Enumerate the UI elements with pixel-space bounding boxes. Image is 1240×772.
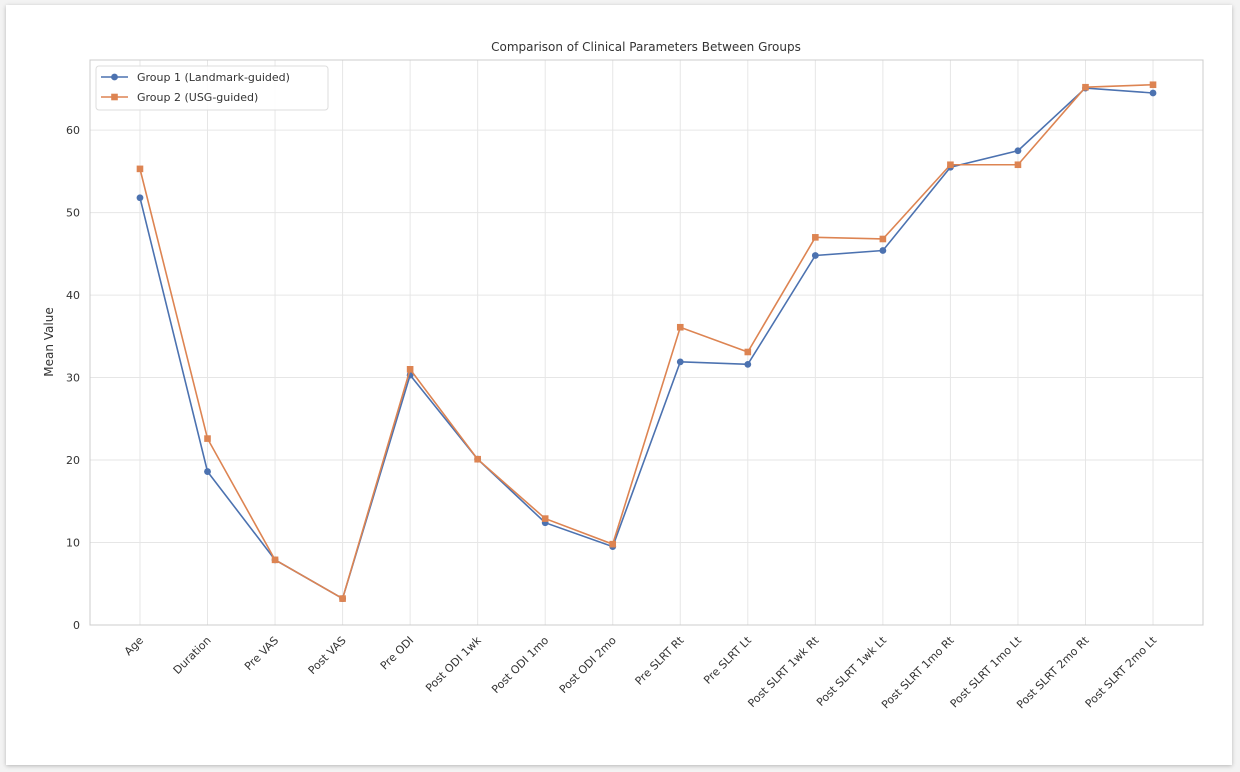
data-point bbox=[136, 194, 144, 202]
data-point bbox=[339, 595, 346, 602]
chart-card bbox=[6, 5, 1232, 765]
data-point bbox=[812, 234, 819, 241]
x-tick-label: Post ODI 1wk bbox=[423, 633, 484, 694]
y-tick-label: 50 bbox=[66, 207, 80, 220]
y-axis-label: Mean Value bbox=[42, 307, 56, 376]
data-point bbox=[1082, 83, 1089, 91]
plot-frame bbox=[89, 59, 1204, 626]
data-point bbox=[744, 348, 752, 356]
data-point bbox=[271, 556, 279, 564]
x-tick-label: Age bbox=[122, 634, 146, 658]
data-point bbox=[676, 358, 684, 366]
legend-marker bbox=[111, 73, 118, 81]
y-tick-label: 0 bbox=[73, 619, 80, 632]
data-point bbox=[879, 247, 887, 254]
x-tick-label: Duration bbox=[171, 634, 214, 677]
legend-label: Group 2 (USG-guided) bbox=[137, 91, 258, 104]
x-tick-label: Pre ODI bbox=[378, 634, 416, 672]
data-point bbox=[1014, 147, 1022, 155]
x-tick-label: Post ODI 2mo bbox=[557, 634, 619, 696]
x-tick-label: Post VAS bbox=[306, 634, 349, 677]
series-line bbox=[139, 83, 1154, 600]
legend-label: Group 1 (Landmark-guided) bbox=[137, 71, 290, 84]
legend: Group 1 (Landmark-guided) Group 2 (USG-gu… bbox=[95, 65, 329, 111]
data-point bbox=[879, 235, 887, 243]
x-tick-label: Pre SLRT Rt bbox=[633, 633, 687, 687]
x-tick-label: Post SLRT 1mo Rt bbox=[879, 633, 957, 711]
data-point bbox=[609, 540, 617, 548]
data-point bbox=[406, 366, 414, 373]
data-point bbox=[204, 468, 211, 475]
y-tick-label: 20 bbox=[66, 454, 80, 467]
data-point bbox=[1149, 81, 1157, 89]
series-2 bbox=[136, 81, 1157, 602]
data-point bbox=[947, 161, 954, 169]
x-tick-label: Post SLRT 1mo Lt bbox=[948, 633, 1025, 710]
y-tick-label: 60 bbox=[66, 124, 80, 137]
x-tick-label: Post SLRT 1wk Rt bbox=[745, 633, 821, 709]
data-point bbox=[136, 165, 144, 173]
y-tick-label: 40 bbox=[66, 289, 80, 302]
data-point bbox=[744, 360, 752, 368]
legend-box bbox=[95, 65, 329, 111]
data-point bbox=[811, 252, 819, 259]
x-tick-label: Post ODI 1mo bbox=[489, 634, 551, 696]
x-tick-label: Post SLRT 1wk Lt bbox=[814, 633, 889, 708]
series-1 bbox=[136, 84, 1157, 603]
data-point bbox=[676, 323, 684, 331]
data-point bbox=[1149, 89, 1157, 97]
legend-marker bbox=[111, 93, 118, 101]
x-tick-label: Post SLRT 2mo Rt bbox=[1014, 633, 1092, 711]
x-tick-label: Pre SLRT Lt bbox=[701, 633, 754, 686]
chart-title: Comparison of Clinical Parameters Betwee… bbox=[491, 40, 801, 54]
data-point bbox=[1014, 161, 1022, 169]
x-tick-label: Post SLRT 2mo Lt bbox=[1083, 633, 1160, 710]
data-point bbox=[204, 435, 211, 442]
y-tick-label: 30 bbox=[66, 372, 80, 385]
data-point bbox=[474, 455, 481, 463]
x-tick-label: Pre VAS bbox=[242, 634, 281, 673]
y-tick-label: 10 bbox=[66, 537, 80, 550]
data-point bbox=[541, 515, 549, 522]
